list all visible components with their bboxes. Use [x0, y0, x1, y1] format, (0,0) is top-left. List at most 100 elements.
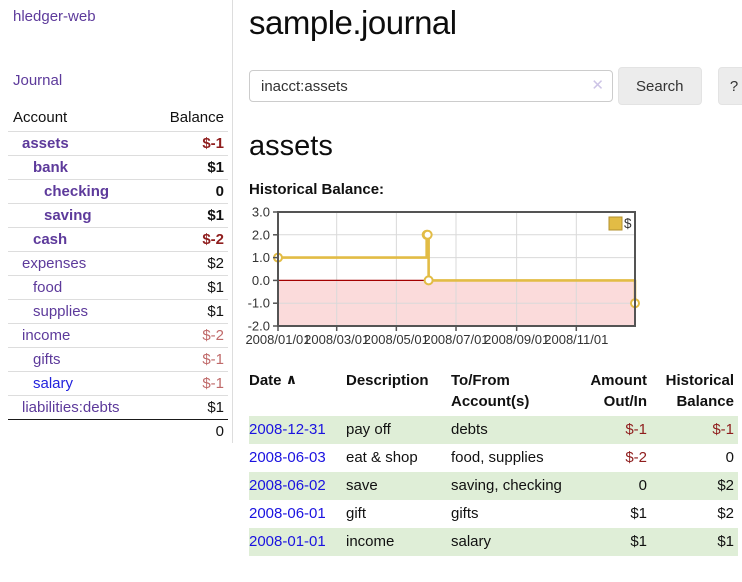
register-row: 2008-06-03 eat & shop food, supplies $-2 0 — [249, 444, 738, 472]
transaction-date-link[interactable]: 2008-06-03 — [249, 449, 326, 466]
transaction-date-link[interactable]: 2008-06-01 — [249, 505, 326, 522]
account-row: gifts $-1 — [8, 347, 228, 372]
transaction-accounts: debts — [451, 421, 488, 438]
account-link-income[interactable]: income — [22, 327, 71, 344]
balance-column-header: Historical Balance — [665, 372, 734, 410]
account-row: income $-2 — [8, 323, 228, 348]
register-row: 2008-06-02 save saving, checking 0 $2 — [249, 472, 738, 500]
page-title: sample.journal — [249, 4, 457, 41]
transaction-description: gift — [346, 505, 367, 522]
account-balance: $1 — [207, 159, 224, 176]
description-column-header: Description — [346, 372, 429, 389]
x-tick-label: 2008/05/01 — [364, 332, 429, 347]
account-row: cash $-2 — [8, 227, 228, 252]
account-row: bank $1 — [8, 155, 228, 180]
accounts-column-header: To/From Account(s) — [451, 372, 530, 410]
transaction-balance: 0 — [725, 449, 734, 466]
register-table: Date ∧ Description To/From Account(s) Am… — [249, 368, 738, 556]
x-tick-label: 2008/11/01 — [544, 332, 608, 347]
transaction-accounts: gifts — [451, 505, 479, 522]
search-input[interactable] — [249, 70, 613, 102]
account-row: supplies $1 — [8, 299, 228, 324]
transaction-accounts: saving, checking — [451, 477, 562, 494]
transaction-date-link[interactable]: 2008-01-01 — [249, 533, 326, 550]
amount-column-header: Amount Out/In — [590, 372, 647, 410]
transaction-description: eat & shop — [346, 449, 418, 466]
app-title: hledger-web — [13, 8, 96, 25]
account-link-gifts[interactable]: gifts — [33, 351, 61, 368]
transaction-amount: $1 — [630, 505, 647, 522]
transaction-description: pay off — [346, 421, 391, 438]
transaction-amount: $-1 — [625, 421, 647, 438]
accounts-table: Account Balance assets $-1 bank $1 checking 0… — [8, 105, 228, 443]
transaction-balance: $-1 — [712, 421, 734, 438]
y-tick-label: 2.0 — [252, 227, 270, 242]
date-column-header[interactable]: Date ∧ — [249, 371, 298, 389]
clear-search-icon[interactable]: ✕ — [591, 77, 604, 94]
transaction-date-link[interactable]: 2008-12-31 — [249, 421, 326, 438]
account-balance: $-1 — [202, 375, 224, 392]
account-link-cash[interactable]: cash — [33, 231, 68, 248]
account-link-bank[interactable]: bank — [33, 159, 69, 176]
search-bar: ✕ Search ? — [249, 67, 742, 105]
account-row: food $1 — [8, 275, 228, 300]
search-box: ✕ — [249, 70, 613, 102]
account-row: salary $-1 — [8, 371, 228, 396]
accounts-total-value: 0 — [158, 419, 228, 443]
account-link-checking[interactable]: checking — [44, 183, 110, 200]
transaction-balance: $2 — [717, 505, 734, 522]
help-button[interactable]: ? — [717, 67, 742, 105]
sidebar: hledger-web Journal Account Balance asse… — [0, 0, 233, 443]
account-row: expenses $2 — [8, 251, 228, 276]
journal-link[interactable]: Journal — [13, 72, 63, 89]
account-link-supplies[interactable]: supplies — [33, 303, 89, 320]
account-balance: $-2 — [202, 231, 224, 248]
data-point-marker — [422, 229, 433, 240]
account-balance: $-2 — [202, 327, 224, 344]
legend-label: $ — [624, 216, 632, 231]
accounts-column-header: Account — [13, 109, 68, 126]
balance-column-header: Balance — [169, 109, 224, 126]
account-heading: assets — [249, 130, 333, 162]
transaction-accounts: food, supplies — [451, 449, 544, 466]
main-content: sample.journal ✕ Search ? assets Histori… — [233, 0, 742, 576]
account-row: checking 0 — [8, 179, 228, 204]
account-link-expenses[interactable]: expenses — [22, 255, 87, 272]
account-balance: $-1 — [202, 351, 224, 368]
account-link-liabilities-debts[interactable]: liabilities:debts — [22, 399, 120, 416]
y-tick-label: 0.0 — [252, 273, 270, 288]
sort-ascending-icon: ∧ — [285, 371, 298, 387]
account-link-saving[interactable]: saving — [44, 207, 92, 224]
account-balance: $-1 — [202, 135, 224, 152]
transaction-amount: $-2 — [625, 449, 647, 466]
transaction-amount: 0 — [638, 477, 647, 494]
x-tick-label: 2008/01/01 — [245, 332, 310, 347]
account-link-food[interactable]: food — [33, 279, 63, 296]
account-balance: $1 — [207, 279, 224, 296]
register-header-row: Date ∧ Description To/From Account(s) Am… — [249, 368, 738, 416]
account-balance: $1 — [207, 303, 224, 320]
register-row: 2008-06-01 gift gifts $1 $2 — [249, 500, 738, 528]
x-tick-label: 2008/03/01 — [304, 332, 369, 347]
y-tick-label: 3.0 — [252, 205, 270, 220]
y-tick-label: -2.0 — [248, 319, 270, 334]
historical-balance-chart: 3.0 2.0 1.0 0.0 -1.0 -2.0 2008/01/01 2008/03/01… — [245, 205, 742, 347]
transaction-date-link[interactable]: 2008-06-02 — [249, 477, 326, 494]
chart-title: Historical Balance: — [249, 181, 385, 198]
chart-svg: 3.0 2.0 1.0 0.0 -1.0 -2.02008/01/012008/03/01… — [245, 205, 640, 347]
account-balance: $1 — [207, 399, 224, 416]
y-tick-label: -1.0 — [248, 296, 270, 311]
register-row: 2008-12-31 pay off debts $-1 $-1 — [249, 416, 738, 444]
account-link-salary[interactable]: salary — [33, 375, 74, 392]
x-tick-label: 2008/09/01 — [484, 332, 549, 347]
search-button[interactable]: Search — [618, 67, 702, 105]
transaction-amount: $1 — [630, 533, 647, 550]
account-link-assets[interactable]: assets — [22, 135, 69, 152]
y-tick-label: 1.0 — [252, 250, 270, 265]
transaction-description: save — [346, 477, 378, 494]
transaction-description: income — [346, 533, 395, 550]
data-point-marker — [423, 275, 434, 286]
transaction-accounts: salary — [451, 533, 492, 550]
register-row: 2008-01-01 income salary $1 $1 — [249, 528, 738, 556]
account-balance: $2 — [207, 255, 224, 272]
